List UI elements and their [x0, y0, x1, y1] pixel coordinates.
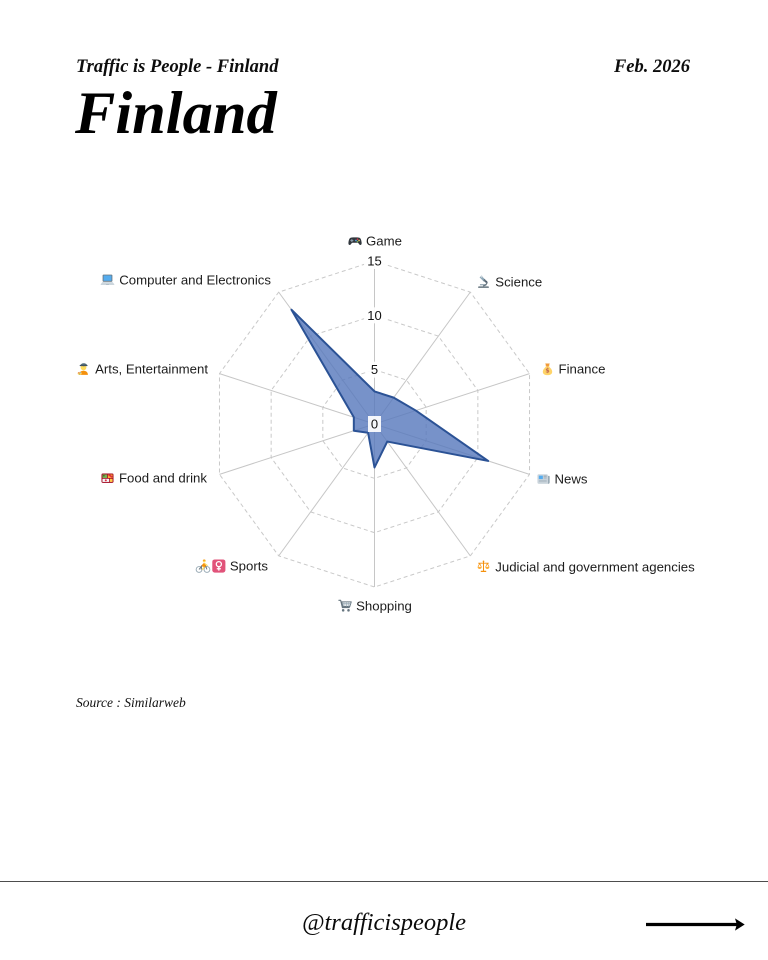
category-label-text: Game — [366, 233, 402, 249]
axis-line — [374, 423, 471, 557]
category-label-shopping: Shopping — [337, 599, 412, 614]
newspaper-icon — [536, 471, 551, 486]
game-controller-icon — [347, 234, 362, 249]
category-label-finance: $ Finance — [540, 361, 606, 377]
footer-handle: @trafficispeople — [301, 909, 467, 936]
brand-label: Traffic is People - Finland — [76, 57, 279, 77]
category-label-text: Science — [495, 274, 543, 290]
shopping-cart-icon — [337, 599, 352, 614]
category-label-game: Game — [347, 234, 402, 249]
axis-line — [278, 423, 375, 557]
microscope-icon — [476, 275, 491, 290]
tick-label: 5 — [371, 362, 378, 377]
artist-icon — [76, 362, 91, 377]
category-label-computer-and-electronics: Computer and Electronics — [100, 273, 271, 288]
category-label-text: News — [554, 471, 588, 487]
category-label-food-and-drink: Food and drink — [100, 470, 207, 485]
page-title: Finland — [75, 80, 277, 147]
arrow-right-icon — [646, 918, 745, 931]
date-label: Feb. 2026 — [613, 57, 690, 77]
tick-backing — [364, 253, 385, 269]
category-label-science: Science — [476, 275, 542, 290]
balance-scale-icon — [476, 559, 491, 574]
tick-backing — [368, 361, 381, 378]
bento-box-icon — [100, 470, 115, 485]
tick-backing — [368, 416, 381, 432]
axis-line — [219, 423, 375, 475]
footer-divider — [0, 881, 768, 882]
category-label-text: Sports — [229, 558, 268, 574]
svg-text:$: $ — [545, 368, 549, 375]
tick-backing — [364, 307, 385, 324]
category-label-text: Food and drink — [119, 470, 207, 486]
data-polygon — [290, 308, 490, 469]
category-label-text: Arts, Entertainment — [95, 361, 208, 377]
tick-label: 0 — [371, 417, 378, 432]
category-label-news: News — [536, 471, 588, 486]
tick-label: 10 — [367, 308, 381, 323]
category-label-text: Shopping — [356, 598, 412, 614]
category-label-text: Judicial and government agencies — [495, 559, 695, 575]
tick-label: 15 — [367, 254, 381, 269]
money-bag-icon: $ — [540, 362, 555, 377]
category-label-arts-entertainment: Arts, Entertainment — [76, 362, 208, 377]
laptop-icon — [100, 273, 115, 288]
source-note: Source : Similarweb — [76, 695, 186, 710]
category-label-text: Computer and Electronics — [119, 272, 271, 288]
category-label-sports: Sports — [195, 558, 268, 573]
woman-biking-icon — [195, 558, 226, 573]
category-label-text: Finance — [558, 361, 606, 377]
axis-line — [219, 373, 375, 425]
category-label-judicial-and-government-agencies: Judicial and government agencies — [476, 559, 695, 575]
